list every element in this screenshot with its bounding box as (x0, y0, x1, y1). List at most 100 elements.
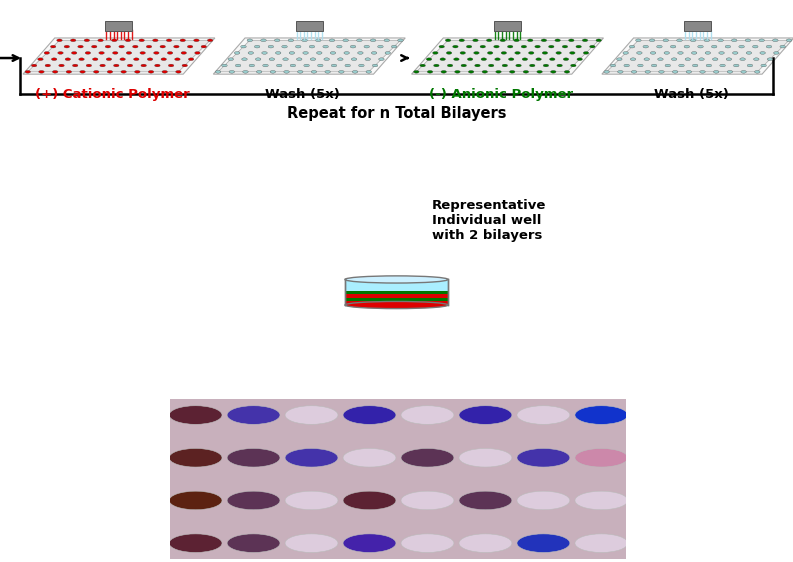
Circle shape (514, 39, 519, 42)
Circle shape (563, 58, 569, 61)
Circle shape (557, 64, 562, 67)
Circle shape (243, 70, 248, 73)
Circle shape (84, 39, 90, 42)
Circle shape (611, 64, 615, 67)
Circle shape (509, 70, 515, 73)
Circle shape (336, 46, 342, 48)
Polygon shape (213, 38, 405, 74)
Circle shape (672, 70, 678, 73)
Text: Wash (5x): Wash (5x) (654, 88, 729, 101)
Circle shape (289, 52, 295, 55)
Circle shape (275, 52, 281, 55)
Circle shape (582, 39, 588, 42)
Circle shape (39, 70, 44, 73)
Circle shape (80, 70, 86, 73)
Text: (+) Cationic Polymer: (+) Cationic Polymer (35, 88, 190, 101)
Circle shape (167, 39, 172, 42)
Circle shape (745, 39, 751, 42)
Circle shape (155, 64, 160, 67)
Circle shape (113, 64, 119, 67)
Circle shape (357, 39, 362, 42)
Circle shape (569, 52, 575, 55)
Circle shape (343, 39, 348, 42)
Circle shape (229, 70, 235, 73)
Circle shape (401, 491, 454, 510)
FancyBboxPatch shape (105, 21, 132, 31)
Circle shape (132, 46, 138, 48)
Circle shape (590, 46, 595, 48)
Circle shape (126, 52, 132, 55)
Circle shape (351, 58, 357, 61)
Circle shape (302, 39, 308, 42)
Circle shape (706, 64, 711, 67)
Circle shape (316, 52, 322, 55)
Circle shape (515, 52, 520, 55)
Circle shape (241, 46, 246, 48)
Circle shape (733, 52, 738, 55)
Circle shape (317, 64, 323, 67)
Circle shape (454, 70, 460, 73)
Circle shape (193, 39, 199, 42)
Circle shape (345, 64, 351, 67)
Circle shape (227, 491, 280, 510)
Circle shape (330, 52, 335, 55)
Circle shape (366, 70, 371, 73)
Circle shape (401, 534, 454, 552)
Circle shape (373, 64, 377, 67)
Circle shape (508, 46, 513, 48)
Circle shape (584, 52, 588, 55)
Circle shape (447, 64, 453, 67)
Circle shape (575, 448, 628, 467)
Circle shape (637, 52, 642, 55)
Circle shape (71, 39, 76, 42)
Circle shape (125, 39, 131, 42)
Circle shape (542, 52, 548, 55)
Circle shape (699, 58, 704, 61)
Circle shape (541, 39, 546, 42)
Circle shape (79, 58, 84, 61)
Circle shape (227, 406, 280, 424)
Circle shape (57, 39, 62, 42)
Circle shape (105, 46, 111, 48)
Circle shape (93, 58, 98, 61)
Circle shape (746, 52, 752, 55)
Circle shape (678, 52, 684, 55)
Circle shape (100, 64, 105, 67)
Circle shape (288, 39, 293, 42)
Circle shape (650, 52, 656, 55)
Polygon shape (602, 38, 793, 74)
Circle shape (774, 52, 779, 55)
Circle shape (537, 70, 542, 73)
Circle shape (71, 52, 77, 55)
Circle shape (467, 58, 473, 61)
Circle shape (720, 64, 726, 67)
Circle shape (285, 491, 338, 510)
Circle shape (618, 70, 623, 73)
Circle shape (236, 64, 241, 67)
Circle shape (657, 58, 663, 61)
Circle shape (718, 52, 724, 55)
Circle shape (523, 70, 529, 73)
Circle shape (398, 39, 403, 42)
Circle shape (549, 46, 554, 48)
Circle shape (227, 448, 280, 467)
Circle shape (663, 39, 668, 42)
Circle shape (310, 58, 316, 61)
Bar (345, 291, 448, 294)
Circle shape (753, 46, 758, 48)
Circle shape (255, 46, 260, 48)
Circle shape (427, 58, 431, 61)
Circle shape (577, 58, 582, 61)
Circle shape (787, 39, 791, 42)
Circle shape (227, 534, 280, 552)
Bar (345, 279, 448, 305)
Circle shape (297, 58, 302, 61)
Circle shape (760, 52, 765, 55)
Circle shape (169, 448, 222, 467)
Circle shape (530, 64, 535, 67)
Circle shape (339, 70, 344, 73)
Circle shape (459, 534, 512, 552)
Circle shape (343, 491, 396, 510)
Circle shape (441, 70, 446, 73)
Circle shape (358, 64, 364, 67)
